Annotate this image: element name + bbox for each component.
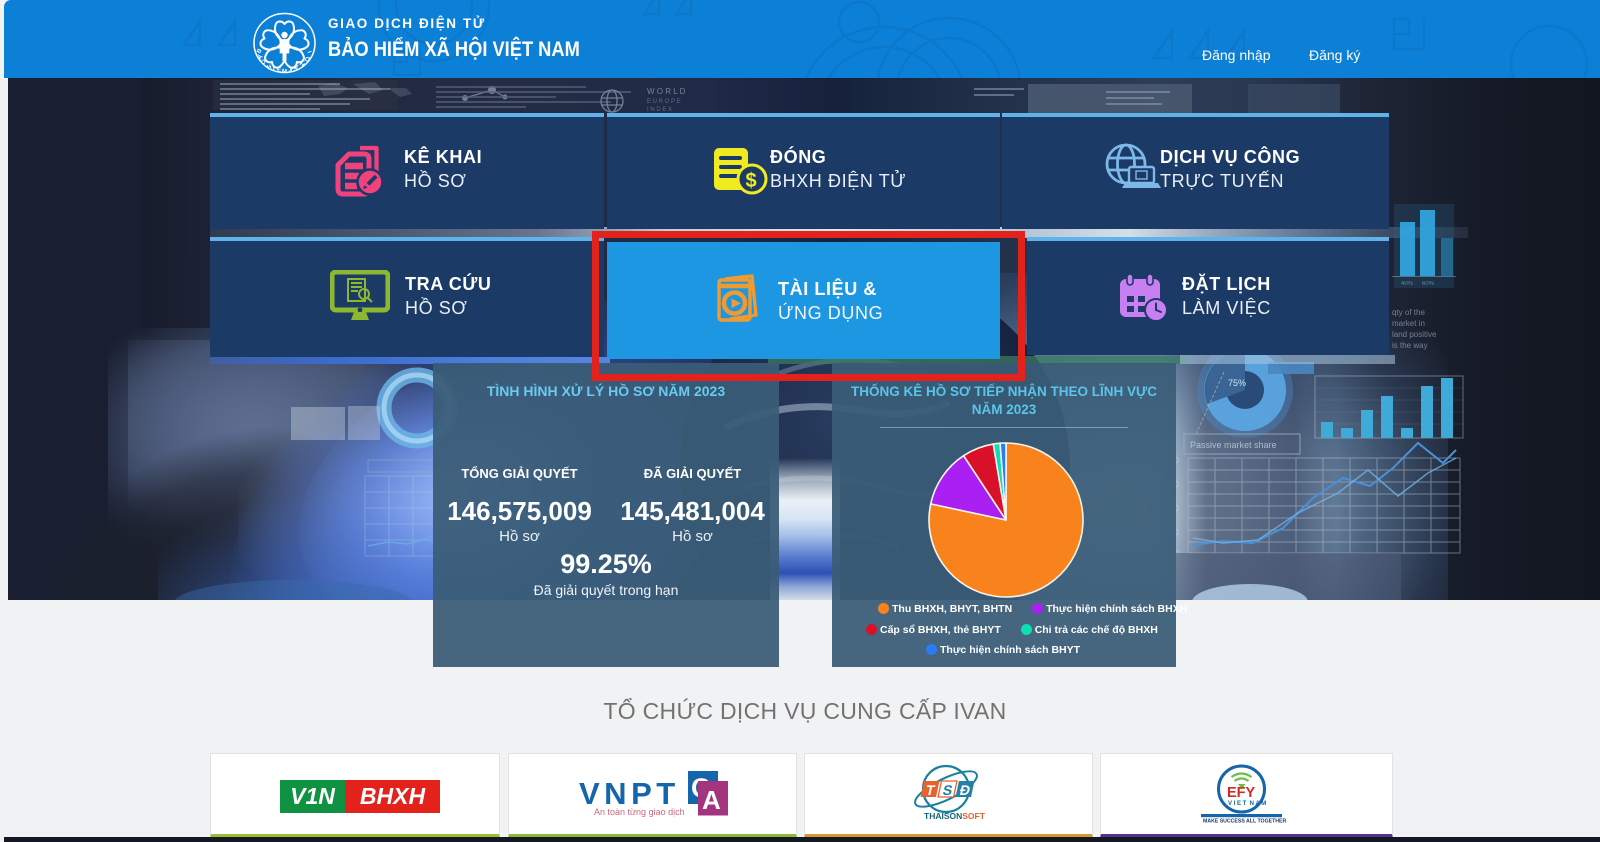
svg-text:EFY: EFY [1227, 785, 1256, 801]
svg-text:A: A [702, 785, 721, 815]
svg-text:H: H [267, 64, 273, 71]
svg-text:land positive: land positive [1392, 330, 1437, 339]
svg-text:40%: 40% [1401, 281, 1414, 287]
svg-text:I N D E X: I N D E X [647, 107, 672, 113]
svg-text:B: B [256, 47, 264, 54]
svg-text:market in: market in [1392, 319, 1425, 328]
svg-text:Đ: Đ [958, 782, 971, 798]
svg-text:qty of the: qty of the [1392, 308, 1425, 317]
svg-text:Ả: Ả [256, 53, 265, 61]
svg-text:I: I [306, 50, 312, 54]
svg-text:X: X [288, 68, 293, 75]
svg-text:MAKE SUCCESS ALL TOGETHER: MAKE SUCCESS ALL TOGETHER [1203, 819, 1286, 825]
svg-text:E U R O P E: E U R O P E [647, 99, 681, 105]
svg-text:V I E T N A M: V I E T N A M [1228, 801, 1266, 807]
svg-text:M: M [282, 69, 288, 75]
svg-text:H: H [298, 61, 305, 68]
svg-text:Ã: Ã [292, 64, 299, 72]
svg-text:60%: 60% [1422, 281, 1435, 287]
svg-text:75%: 75% [1228, 378, 1246, 388]
svg-text:Ể: Ể [277, 67, 281, 74]
svg-text:W O R L D: W O R L D [647, 87, 686, 96]
svg-text:$: $ [746, 170, 757, 192]
svg-text:THAISONSOFT: THAISONSOFT [924, 811, 986, 821]
svg-text:T: T [924, 782, 936, 798]
svg-text:I: I [273, 67, 276, 73]
svg-text:O: O [260, 59, 267, 67]
svg-text:Ộ: Ộ [303, 55, 312, 64]
svg-text:is the way: is the way [1392, 341, 1428, 350]
svg-text:Passive market share: Passive market share [1190, 440, 1277, 450]
svg-text:S: S [941, 782, 954, 798]
